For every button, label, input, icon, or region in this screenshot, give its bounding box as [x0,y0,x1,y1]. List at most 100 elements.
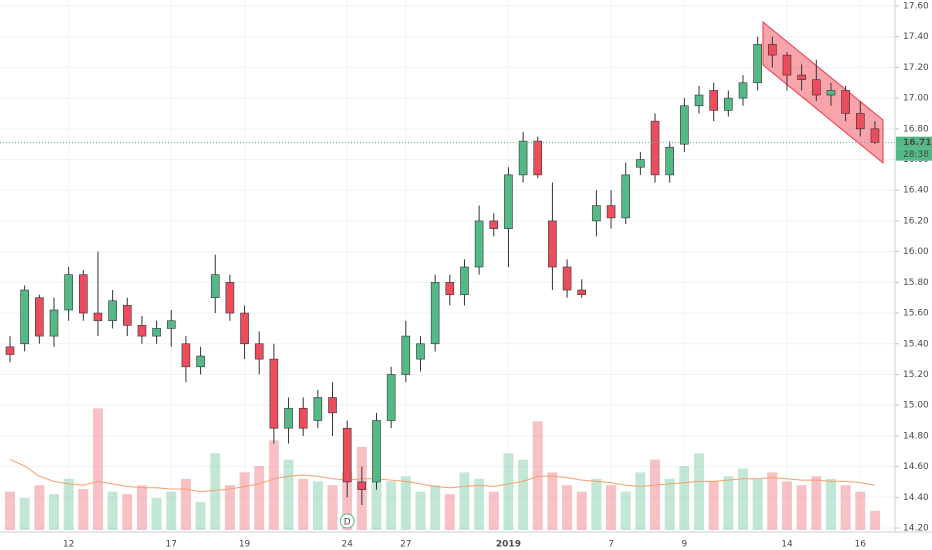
volume-bar [195,501,206,530]
channel-drawing[interactable] [762,20,884,165]
volume-bar [811,476,822,530]
y-tick-label: 16.00 [903,247,929,257]
volume-bar [107,491,118,530]
volume-bar [19,498,30,530]
candle-body [811,79,821,96]
candle-body [430,282,440,345]
y-tick-label: 14.80 [903,431,929,441]
candle-body [401,335,411,375]
candle-body [386,374,396,421]
candle-body [650,120,660,176]
y-tick-label: 16.20 [903,216,929,226]
volume-bar [283,459,294,530]
volume-bar [415,491,426,530]
candle-body [35,297,44,337]
last-price-label: 16.71 [903,138,931,148]
volume-bar [224,485,235,530]
volume-bar [738,468,748,530]
x-tick-label: 14 [781,540,793,550]
volume-bar [767,472,778,530]
volume-bar [34,485,45,530]
candle-body [738,82,748,99]
candle-body [592,205,601,222]
volume-bar [386,481,397,530]
x-tick-label: 19 [239,540,251,550]
volume-bar [342,472,353,530]
candle-body [782,54,792,76]
candle-body [269,358,279,429]
x-tick-label: 9 [681,540,687,550]
volume-bar [547,472,558,530]
countdown-label: 28:38 [903,150,929,160]
candle-body [108,300,117,322]
y-tick-label: 16.80 [903,124,929,134]
volume-bar [679,466,690,530]
volume-bar [122,494,133,530]
volume-bar [474,478,485,530]
y-tick-label: 14.60 [903,462,929,472]
volume-bar [840,485,851,530]
volume-bar [562,485,573,530]
candle-body [166,320,176,329]
volume-bar [151,498,162,530]
volume-bar [5,491,15,530]
volume-bar [459,472,470,530]
y-tick-label: 17.00 [903,94,929,104]
x-tick-label: 24 [341,540,353,550]
candle-body [20,289,29,345]
y-tick-label: 15.00 [903,401,929,411]
volume-bar [869,510,880,530]
candle-body [196,355,205,368]
volume-bar [606,485,617,530]
y-tick-label: 16.40 [903,186,929,196]
candle-body [79,274,88,314]
volume-bar [298,478,309,530]
candle-body [460,266,469,295]
candle-body [137,325,147,337]
volume-bar [63,478,74,530]
candle-body [797,74,806,80]
candle-body [357,481,367,490]
candle-body [577,289,587,295]
volume-bar [430,485,441,530]
candle-body [49,309,59,337]
candle-body [5,346,15,355]
volume-bar [268,440,279,530]
candle-body [313,397,323,421]
volume-bar [855,491,866,530]
y-tick-label: 15.20 [903,370,929,380]
volume-bar [781,481,792,530]
candle-body [855,113,865,130]
volume-bar [166,491,177,530]
candle-body [210,274,220,299]
candle-body [694,94,704,107]
candle-body [518,140,528,176]
volume-bar [239,472,250,530]
x-tick-label: 16 [855,540,867,550]
x-tick-label: 7 [608,540,614,550]
y-tick-label: 15.60 [903,309,929,319]
volume-bar [92,408,103,530]
candle-body [254,343,264,360]
x-tick-label: 27 [400,540,411,550]
volume-bar [664,478,675,530]
candle-body [474,220,484,268]
event-label: D [344,518,351,528]
volume-bar [488,491,499,530]
candle-body [342,427,352,483]
candle-body [533,140,543,176]
volume-bar [503,453,514,530]
countdown-box [896,148,932,161]
volume-bar [694,453,705,530]
candle-body [416,343,425,360]
candle-body [724,97,733,111]
volume-bar [650,459,661,530]
y-tick-label: 14.40 [903,493,929,503]
candle-body [489,220,499,229]
volume-bar [518,459,529,530]
volume-bar [78,489,89,530]
candle-body [328,397,337,414]
candle-body [445,282,455,295]
